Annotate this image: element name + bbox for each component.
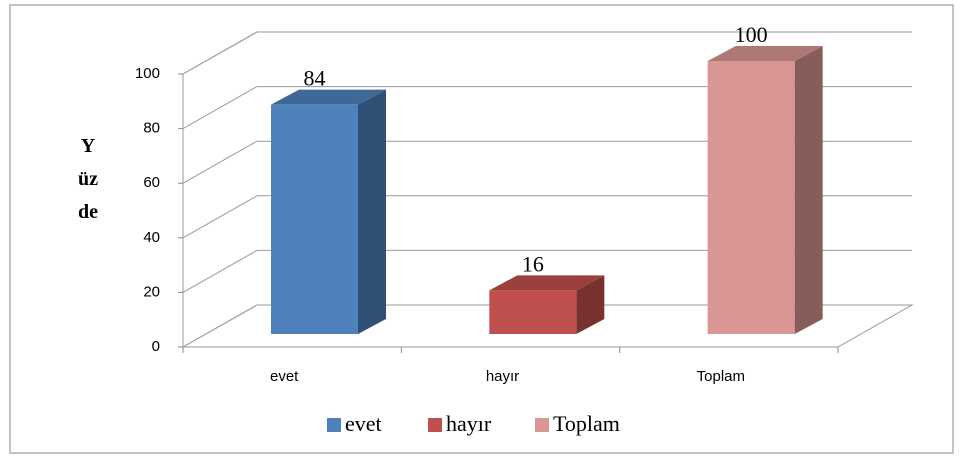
legend-label: hayır: [446, 411, 492, 436]
y-tick-label: 0: [152, 338, 160, 355]
legend-label: evet: [345, 411, 382, 436]
y-axis-label: Yüzde: [78, 135, 98, 223]
x-tick-label: Toplam: [697, 368, 745, 385]
legend-swatch: [535, 418, 549, 432]
y-tick-label: 60: [143, 174, 160, 191]
grid-line: [182, 140, 912, 184]
grid-line: [182, 304, 912, 348]
bar-top: [271, 89, 386, 105]
bar: [489, 290, 577, 334]
data-label: 16: [522, 251, 544, 276]
grid-line: [182, 249, 912, 293]
bar: [707, 61, 795, 334]
data-label: 84: [304, 66, 326, 91]
y-tick-label: 20: [143, 283, 160, 300]
legend-swatch: [428, 418, 442, 432]
bar-top: [489, 275, 605, 291]
grid-line: [182, 86, 912, 130]
x-tick-label: hayır: [486, 368, 519, 385]
grid-line: [182, 195, 912, 239]
y-tick-label: 100: [135, 65, 160, 82]
legend-swatch: [327, 418, 341, 432]
bar-side: [576, 275, 605, 334]
bar-top: [707, 46, 823, 61]
y-tick-label: 40: [143, 229, 160, 246]
bar-side: [794, 46, 823, 334]
legend-label: Toplam: [553, 411, 620, 436]
x-tick-label: evet: [270, 368, 299, 385]
y-tick-label: 80: [143, 120, 160, 137]
bar-side: [358, 89, 386, 335]
grid-line: [182, 31, 912, 75]
bar: [271, 104, 358, 335]
data-label: 100: [735, 22, 768, 47]
